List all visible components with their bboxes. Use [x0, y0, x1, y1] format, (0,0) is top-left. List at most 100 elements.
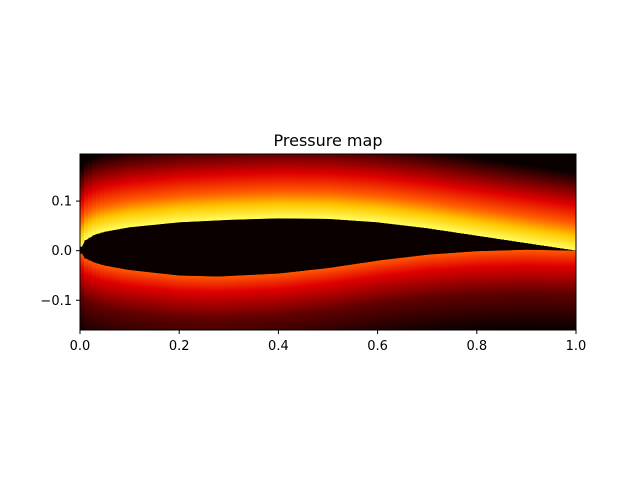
- field-strip-upper: [360, 154, 365, 222]
- field-strip-lower: [372, 261, 377, 330]
- field-strip-upper: [472, 157, 477, 236]
- field-strip-upper: [544, 168, 549, 247]
- field-strip-lower: [500, 250, 505, 329]
- axes-frame: [79, 153, 577, 331]
- field-strip-upper: [572, 172, 576, 251]
- field-strip-lower: [464, 251, 469, 330]
- y-tick-label: −0.1: [40, 294, 72, 309]
- field-strip-upper: [304, 154, 309, 219]
- field-strip-lower: [444, 253, 449, 330]
- field-strip-upper: [124, 154, 129, 229]
- field-strip-upper: [284, 154, 289, 219]
- field-strip-lower: [420, 255, 425, 330]
- field-strip-lower: [284, 272, 289, 330]
- field-strip-upper: [104, 154, 109, 232]
- field-strip-upper: [216, 154, 221, 221]
- field-strip-lower: [288, 272, 293, 330]
- field-strip-lower: [376, 260, 381, 330]
- x-tick-label: 0.4: [268, 339, 289, 354]
- field-strip-upper: [456, 154, 461, 233]
- field-strip-lower: [168, 274, 173, 330]
- field-strip-upper: [468, 156, 473, 235]
- field-strip-lower: [276, 273, 281, 330]
- field-strip-lower: [160, 273, 165, 330]
- field-strip-lower: [368, 261, 373, 330]
- field-strip-upper: [176, 154, 181, 223]
- field-strip-upper: [320, 154, 325, 219]
- field-strip-upper: [228, 154, 233, 220]
- field-strip-upper: [520, 164, 525, 243]
- field-strip-lower: [312, 269, 317, 330]
- field-strip-lower: [472, 251, 477, 330]
- field-strip-lower: [140, 271, 145, 330]
- field-strip-upper: [288, 154, 293, 219]
- field-strip-upper: [464, 156, 469, 235]
- field-strip-lower: [232, 275, 237, 330]
- field-strip-upper: [548, 168, 553, 247]
- x-tick-label: 1.0: [566, 339, 587, 354]
- field-strip-lower: [132, 270, 137, 330]
- field-strip-lower: [124, 269, 129, 330]
- field-strip-upper: [140, 154, 145, 227]
- field-strip-upper: [164, 154, 169, 224]
- field-strip-lower: [424, 254, 429, 330]
- field-strip-lower: [84, 258, 89, 330]
- field-strip-upper: [428, 154, 433, 229]
- field-strip-upper: [416, 154, 421, 228]
- field-strip-upper: [444, 154, 449, 232]
- field-strip-upper: [168, 154, 173, 224]
- field-strip-upper: [356, 154, 361, 222]
- airfoil-body: [80, 218, 576, 277]
- field-strip-lower: [568, 250, 573, 329]
- field-strip-lower: [120, 268, 125, 330]
- field-strip-upper: [188, 154, 193, 222]
- field-strip-lower: [348, 264, 353, 330]
- field-strip-lower: [340, 265, 345, 330]
- field-strip-upper: [400, 154, 405, 226]
- field-strip-lower: [224, 276, 229, 330]
- field-strip-upper: [488, 159, 493, 238]
- field-strip-lower: [456, 252, 461, 330]
- field-strip-upper: [412, 154, 417, 227]
- field-strip-upper: [364, 154, 369, 222]
- field-strip-lower: [484, 250, 489, 329]
- field-strip-lower: [460, 252, 465, 330]
- field-strip-upper: [240, 154, 245, 220]
- field-strip-upper: [268, 154, 273, 219]
- field-strip-lower: [216, 276, 221, 330]
- field-strip-upper: [440, 154, 445, 231]
- field-strip-upper: [500, 161, 505, 240]
- field-strip-lower: [476, 251, 481, 330]
- field-strip-upper: [192, 154, 197, 222]
- field-strip-upper: [96, 155, 101, 234]
- field-strip-upper: [264, 154, 269, 219]
- field-strip-lower: [436, 253, 441, 330]
- field-strip-upper: [120, 154, 125, 229]
- field-strip-lower: [112, 267, 117, 330]
- field-strip-lower: [324, 268, 329, 330]
- field-strip-lower: [536, 249, 541, 328]
- field-strip-lower: [452, 252, 457, 330]
- field-strip-upper: [112, 154, 117, 231]
- field-strip-lower: [96, 263, 101, 330]
- field-strip-upper: [336, 154, 341, 220]
- field-strip-lower: [248, 274, 253, 330]
- field-strip-upper: [200, 154, 205, 222]
- field-strip-lower: [236, 275, 241, 330]
- field-strip-lower: [308, 270, 313, 330]
- field-strip-upper: [420, 154, 425, 228]
- field-strip-upper: [492, 160, 497, 239]
- field-strip-lower: [88, 260, 93, 330]
- plot-area: [79, 153, 577, 331]
- field-strip-lower: [540, 249, 545, 328]
- field-strip-lower: [532, 249, 537, 328]
- field-strip-lower: [492, 250, 497, 329]
- field-strip-lower: [404, 257, 409, 330]
- field-strip-lower: [392, 258, 397, 330]
- field-strip-lower: [228, 275, 233, 330]
- field-strip-lower: [304, 270, 309, 330]
- field-strip-lower: [396, 258, 401, 330]
- field-strip-upper: [132, 154, 137, 227]
- field-strip-lower: [116, 267, 121, 330]
- field-strip-upper: [276, 154, 281, 219]
